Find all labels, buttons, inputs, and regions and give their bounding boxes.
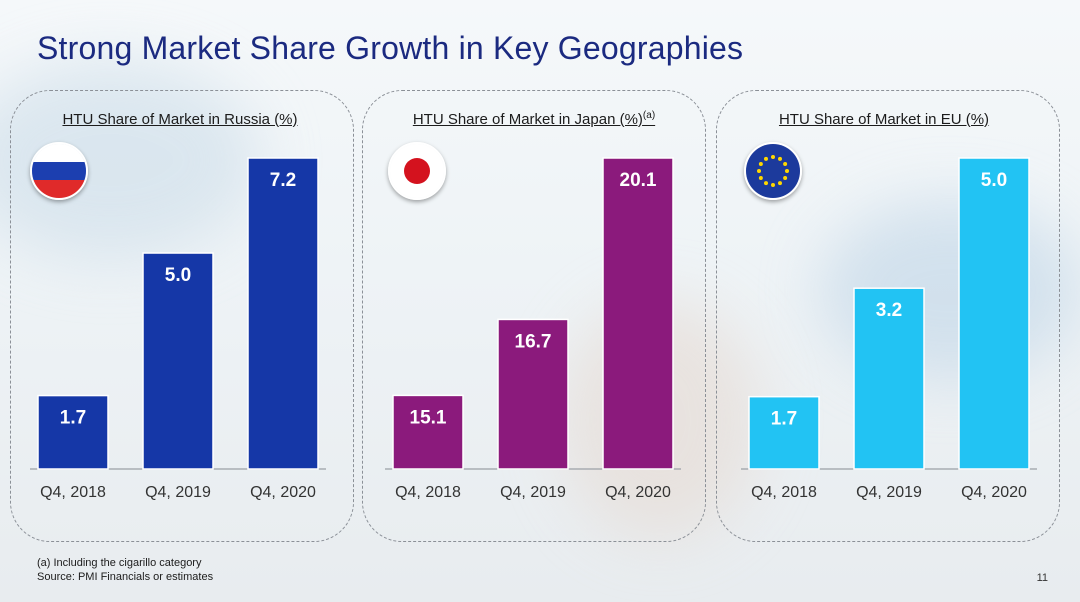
chart-title-eu: HTU Share of Market in EU (%) bbox=[778, 111, 990, 128]
chart-title-russia: HTU Share of Market in Russia (%) bbox=[62, 111, 298, 128]
category-label: Q4, 2018 bbox=[751, 484, 817, 501]
bar-eu-0 bbox=[748, 395, 820, 470]
category-label: Q4, 2020 bbox=[605, 484, 671, 501]
bar-japan-2 bbox=[602, 157, 674, 470]
data-label: 5.0 bbox=[981, 170, 1007, 191]
bar-russia-0 bbox=[37, 394, 109, 470]
footnote-source: Source: PMI Financials or estimates bbox=[37, 571, 214, 583]
chart-panel-russia bbox=[10, 90, 354, 542]
page-title: Strong Market Share Growth in Key Geogra… bbox=[37, 30, 744, 66]
bar-japan-0 bbox=[392, 394, 464, 470]
category-label: Q4, 2019 bbox=[145, 484, 211, 501]
footnote-note: (a) Including the cigarillo category bbox=[37, 557, 202, 569]
chart-title-japan: HTU Share of Market in Japan (%)(a) bbox=[412, 110, 656, 128]
bar-russia-2 bbox=[247, 157, 319, 470]
category-label: Q4, 2019 bbox=[500, 484, 566, 501]
chart-panel-eu bbox=[716, 90, 1060, 542]
data-label: 15.1 bbox=[410, 407, 447, 428]
data-label: 5.0 bbox=[165, 265, 191, 286]
data-label: 20.1 bbox=[620, 170, 657, 191]
bar-eu-2 bbox=[958, 157, 1030, 470]
data-label: 3.2 bbox=[876, 300, 902, 321]
category-label: Q4, 2019 bbox=[856, 484, 922, 501]
page-number: 11 bbox=[1036, 572, 1048, 584]
category-label: Q4, 2018 bbox=[40, 484, 106, 501]
eu-flag-icon bbox=[744, 142, 802, 200]
bar-russia-1 bbox=[142, 252, 214, 470]
data-label: 1.7 bbox=[60, 408, 86, 429]
data-label: 7.2 bbox=[270, 170, 296, 191]
japan-flag-icon bbox=[388, 142, 446, 200]
category-label: Q4, 2020 bbox=[961, 484, 1027, 501]
data-label: 1.7 bbox=[771, 409, 797, 430]
data-label: 16.7 bbox=[515, 331, 552, 352]
category-label: Q4, 2018 bbox=[395, 484, 461, 501]
bar-eu-1 bbox=[853, 287, 925, 470]
chart-panel-japan bbox=[362, 90, 706, 542]
category-label: Q4, 2020 bbox=[250, 484, 316, 501]
bar-japan-1 bbox=[497, 318, 569, 470]
russia-flag-icon bbox=[30, 142, 88, 200]
